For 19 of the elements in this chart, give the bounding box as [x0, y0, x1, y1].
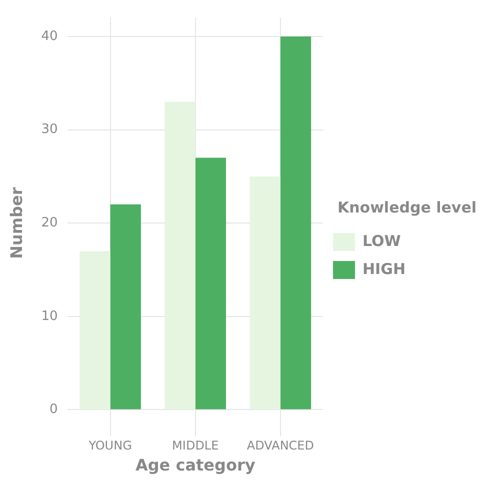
y-tick-label: 30	[41, 122, 58, 138]
bar	[250, 176, 280, 410]
y-axis-title: Number	[6, 187, 26, 259]
legend-label: HIGH	[362, 260, 406, 278]
y-tick-label: 10	[41, 308, 58, 324]
x-axis-title: Age category	[135, 456, 256, 475]
bar	[280, 36, 312, 410]
legend-title: Knowledge level	[337, 198, 477, 216]
x-tick-label: ADVANCED	[246, 438, 314, 453]
x-tick-label: MIDDLE	[172, 438, 219, 453]
y-tick-label: 0	[49, 402, 58, 418]
legend-label: LOW	[362, 232, 402, 250]
bar	[80, 251, 110, 410]
y-tick-label: 40	[41, 28, 58, 44]
bar	[164, 102, 196, 410]
x-tick-label: YOUNG	[88, 438, 132, 453]
y-tick-label: 20	[41, 215, 58, 230]
bar	[110, 204, 141, 410]
bar	[195, 158, 226, 410]
